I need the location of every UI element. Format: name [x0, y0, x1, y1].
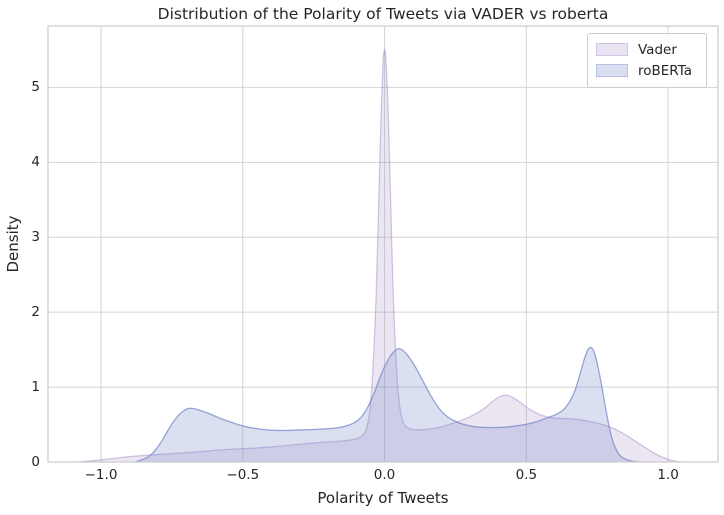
x-tick-label: 1.0 [657, 467, 679, 483]
y-tick-label: 2 [31, 304, 40, 321]
x-tick-label: −0.5 [226, 467, 260, 483]
chart-title: Distribution of the Polarity of Tweets v… [157, 5, 609, 23]
roberta-color-swatch-icon [596, 64, 628, 77]
legend-row-roberta: roBERTa [596, 60, 698, 81]
vader-color-swatch-icon [596, 43, 628, 56]
legend-row-vader: Vader [596, 39, 698, 60]
y-tick-label: 5 [31, 79, 40, 96]
x-tick-label: −1.0 [84, 467, 118, 483]
legend-label-roberta: roBERTa [638, 62, 692, 79]
vader-density-fill [78, 49, 683, 463]
roberta-density-curve [134, 346, 640, 463]
roberta-density-fill [135, 347, 640, 462]
y-tick-label: 3 [31, 229, 40, 246]
y-tick-label: 0 [31, 454, 40, 470]
vader-density-curve [78, 49, 683, 463]
x-axis-label: Polarity of Tweets [317, 489, 449, 507]
y-tick-label: 1 [31, 379, 40, 396]
y-tick-label: 4 [31, 154, 40, 171]
x-tick-label: 0.5 [515, 467, 538, 483]
legend: Vader roBERTa [587, 33, 707, 88]
x-tick-label: 0.0 [373, 467, 396, 483]
axes-spines [47, 25, 719, 463]
legend-label-vader: Vader [638, 41, 677, 58]
